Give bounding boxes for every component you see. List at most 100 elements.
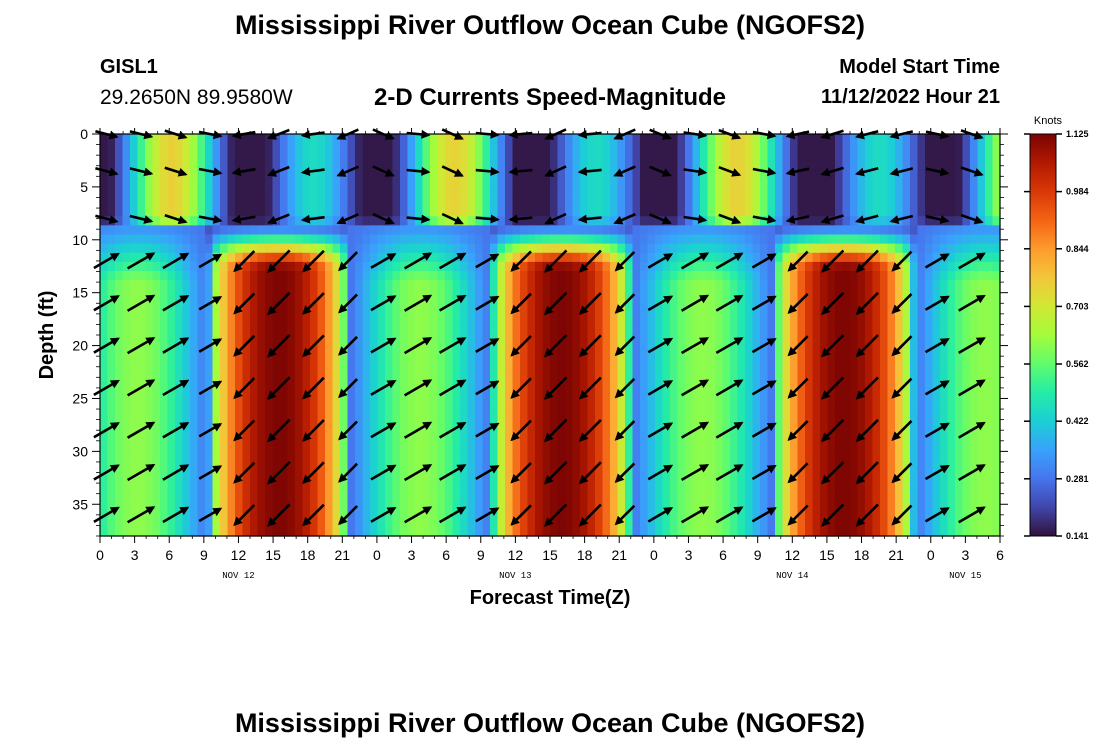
heatmap-cell xyxy=(782,289,791,300)
heatmap-cell xyxy=(175,261,184,272)
heatmap-cell xyxy=(400,289,409,300)
heatmap-cell xyxy=(460,472,469,482)
heatmap-cell xyxy=(932,389,941,400)
heatmap-cell xyxy=(355,152,364,163)
heatmap-cell xyxy=(362,353,371,364)
heatmap-cell xyxy=(910,362,919,373)
heatmap-cell xyxy=(505,225,514,236)
heatmap-cell xyxy=(917,526,926,537)
heatmap-cell xyxy=(377,526,386,537)
heatmap-cell xyxy=(670,161,679,172)
heatmap-cell xyxy=(257,225,266,236)
heatmap-cell xyxy=(580,234,589,245)
heatmap-cell xyxy=(857,353,866,364)
heatmap-cell xyxy=(595,408,604,418)
heatmap-cell xyxy=(362,408,371,418)
heatmap-cell xyxy=(880,353,889,364)
heatmap-cell xyxy=(925,499,934,510)
heatmap-cell xyxy=(572,197,581,208)
heatmap-cell xyxy=(752,161,761,172)
heatmap-cell xyxy=(820,188,829,199)
heatmap-cell xyxy=(632,152,641,163)
heatmap-cell xyxy=(752,408,761,418)
heatmap-cell xyxy=(400,499,409,510)
heatmap-cell xyxy=(865,344,874,354)
heatmap-cell xyxy=(220,152,229,163)
heatmap-cell xyxy=(317,335,326,345)
heatmap-cell xyxy=(707,188,716,199)
heatmap-cell xyxy=(250,481,259,491)
heatmap-cell xyxy=(377,353,386,364)
heatmap-cell xyxy=(745,307,754,318)
heatmap-cell xyxy=(655,216,664,226)
heatmap-cell xyxy=(107,261,116,272)
heatmap-cell xyxy=(595,161,604,172)
heatmap-cell xyxy=(655,280,664,290)
heatmap-cell xyxy=(182,179,191,190)
heatmap-cell xyxy=(947,179,956,190)
heatmap-cell xyxy=(107,526,116,537)
heatmap-cell xyxy=(550,188,559,199)
heatmap-cell xyxy=(647,207,656,217)
heatmap-cell xyxy=(677,271,686,281)
heatmap-cell xyxy=(325,444,334,455)
heatmap-cell xyxy=(587,234,596,245)
heatmap-cell xyxy=(925,408,934,418)
heatmap-cell xyxy=(865,417,874,427)
heatmap-cell xyxy=(887,170,896,181)
heatmap-cell xyxy=(205,380,214,391)
heatmap-cell xyxy=(610,280,619,290)
heatmap-cell xyxy=(677,216,686,226)
heatmap-cell xyxy=(512,143,521,153)
heatmap-cell xyxy=(460,481,469,491)
heatmap-cell xyxy=(475,426,484,437)
heatmap-cell xyxy=(167,380,176,391)
heatmap-cell xyxy=(647,426,656,437)
heatmap-cell xyxy=(130,499,139,510)
heatmap-cell xyxy=(497,207,506,217)
heatmap-cell xyxy=(452,417,461,427)
heatmap-cell xyxy=(797,444,806,455)
heatmap-cell xyxy=(287,207,296,217)
heatmap-cell xyxy=(197,307,206,318)
heatmap-cell xyxy=(265,289,274,300)
heatmap-cell xyxy=(122,316,131,327)
heatmap-cell xyxy=(745,243,754,254)
heatmap-cell xyxy=(872,453,881,464)
heatmap-cell xyxy=(715,344,724,354)
heatmap-cell xyxy=(535,225,544,236)
heatmap-cell xyxy=(617,453,626,464)
heatmap-cell xyxy=(482,508,491,519)
heatmap-cell xyxy=(730,207,739,217)
heatmap-cell xyxy=(842,389,851,400)
heatmap-cell xyxy=(250,435,259,446)
heatmap-cell xyxy=(197,508,206,519)
heatmap-cell xyxy=(415,526,424,537)
heatmap-cell xyxy=(257,298,266,309)
heatmap-cell xyxy=(355,353,364,364)
heatmap-cell xyxy=(220,417,229,427)
heatmap-cell xyxy=(175,426,184,437)
heatmap-cell xyxy=(400,380,409,391)
heatmap-cell xyxy=(385,371,394,382)
heatmap-cell xyxy=(632,316,641,327)
heatmap-cell xyxy=(310,289,319,300)
heatmap-cell xyxy=(190,353,199,364)
heatmap-cell xyxy=(167,170,176,181)
heatmap-cell xyxy=(400,417,409,427)
heatmap-cell xyxy=(602,335,611,345)
heatmap-cell xyxy=(520,426,529,437)
heatmap-cell xyxy=(602,508,611,519)
heatmap-cell xyxy=(242,134,251,144)
heatmap-cell xyxy=(655,517,664,528)
heatmap-cell xyxy=(242,408,251,418)
heatmap-cell xyxy=(520,325,529,336)
heatmap-cell xyxy=(100,417,109,427)
heatmap-cell xyxy=(595,398,604,409)
heatmap-cell xyxy=(542,444,551,455)
heatmap-cell xyxy=(370,134,379,144)
heatmap-cell xyxy=(835,280,844,290)
heatmap-cell xyxy=(130,271,139,281)
heatmap-cell xyxy=(737,316,746,327)
heatmap-cell xyxy=(925,161,934,172)
